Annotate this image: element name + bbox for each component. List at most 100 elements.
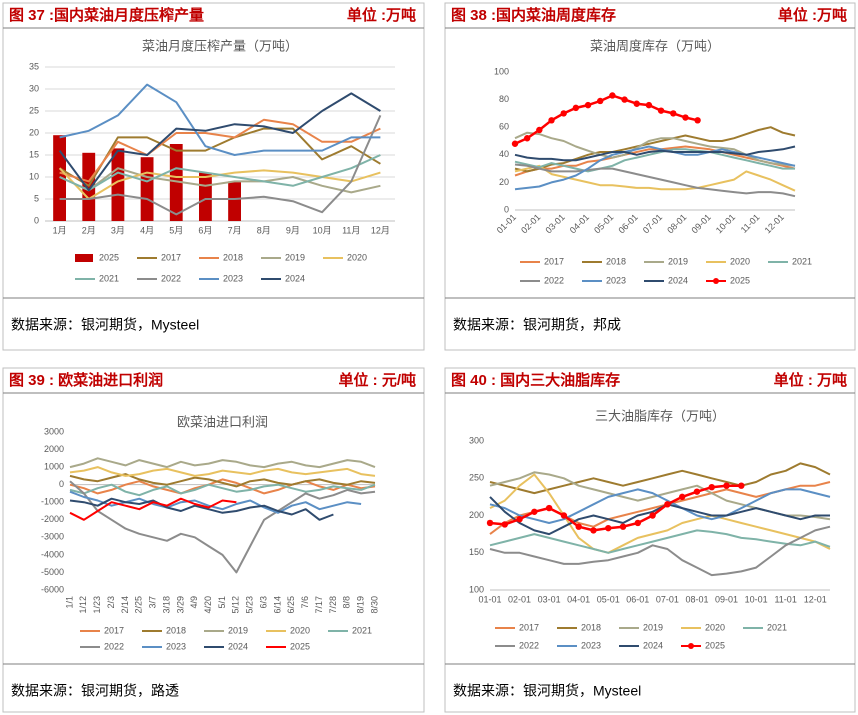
x-tick-label: 05-01 — [597, 594, 620, 604]
series-line — [69, 483, 376, 497]
x-tick-label: 08-01 — [665, 212, 688, 235]
bar — [199, 172, 212, 221]
panel — [444, 367, 856, 713]
series-marker — [560, 110, 567, 117]
bar — [82, 152, 96, 221]
series-line — [58, 92, 381, 192]
x-tick-label: 7/17 — [314, 596, 324, 614]
x-tick-label: 07-01 — [641, 212, 664, 235]
series-marker — [678, 493, 686, 501]
x-tick-label: 3/7 — [148, 596, 158, 609]
series-line — [514, 94, 698, 145]
series-marker — [486, 519, 494, 527]
legend-label: 2024 — [668, 275, 688, 285]
series-marker — [723, 482, 730, 489]
x-tick-label: 03-01 — [543, 212, 566, 235]
legend-label: 2017 — [104, 625, 124, 635]
legend-label: 2021 — [99, 273, 119, 283]
legend-marker — [688, 643, 694, 649]
series-line — [69, 497, 237, 521]
y-tick-label: 10 — [29, 171, 39, 181]
legend-label: 2024 — [228, 641, 248, 651]
legend-label: 2025 — [99, 252, 119, 262]
x-tick-label: 04-01 — [568, 212, 591, 235]
x-tick-label: 7/28 — [328, 596, 338, 614]
y-tick-label: -5000 — [41, 567, 64, 577]
series-marker — [634, 519, 642, 527]
legend-label: 2023 — [223, 273, 243, 283]
x-tick-label: 1/1 — [64, 596, 74, 609]
series-line — [514, 163, 796, 198]
panel-unit: 单位 : 万吨 — [774, 371, 847, 389]
x-tick-label: 4月 — [140, 225, 154, 235]
legend-label: 2019 — [668, 256, 688, 266]
x-tick-label: 1/12 — [78, 596, 88, 614]
x-tick-label: 3/18 — [161, 596, 171, 614]
x-tick-label: 11-01 — [774, 594, 796, 604]
panel-title: 图 40 : 国内三大油脂库存 — [451, 371, 620, 389]
series-marker — [597, 97, 604, 105]
series-line — [69, 457, 376, 469]
series-marker — [694, 117, 701, 124]
x-tick-label: 2/14 — [120, 596, 130, 614]
series-marker — [682, 114, 689, 121]
x-tick-label: 5/1 — [217, 596, 227, 609]
series-line — [69, 497, 334, 521]
x-tick-label: 10-01 — [714, 212, 737, 235]
x-tick-label: 01-01 — [495, 212, 518, 235]
series-marker — [531, 508, 538, 515]
series-line — [69, 466, 376, 477]
y-tick-label: -1000 — [41, 497, 64, 507]
x-tick-label: 5/23 — [245, 596, 255, 614]
panel-title: 图 38 :国内菜油周度库存 — [451, 6, 616, 24]
panel — [2, 2, 425, 351]
legend-label: 2020 — [705, 622, 725, 632]
series-line — [69, 480, 376, 574]
y-tick-label: -4000 — [41, 549, 64, 559]
x-tick-label: 09-01 — [715, 594, 738, 604]
legend-label: 2023 — [166, 641, 186, 651]
series-marker — [609, 92, 616, 99]
y-tick-label: 150 — [469, 547, 484, 557]
x-tick-label: 12-01 — [804, 594, 827, 604]
bar — [140, 157, 154, 221]
series-line — [514, 148, 795, 173]
bar — [169, 144, 183, 221]
x-tick-label: 6月 — [198, 225, 212, 235]
series-marker — [657, 107, 665, 114]
series-line — [489, 473, 831, 554]
legend-label: 2021 — [792, 256, 812, 266]
legend-label: 2025 — [730, 275, 750, 285]
x-tick-label: 08-01 — [685, 594, 708, 604]
x-tick-label: 8/8 — [342, 596, 352, 609]
legend-label: 2019 — [643, 622, 663, 632]
series-marker — [501, 521, 508, 528]
legend-label: 2021 — [767, 622, 787, 632]
series-marker — [523, 135, 531, 142]
x-tick-label: 1月 — [53, 225, 67, 235]
series-marker — [633, 100, 640, 107]
bar — [111, 148, 125, 221]
series-line — [489, 529, 831, 554]
series-line — [59, 114, 382, 216]
source: 数据来源：银河期货，路透 — [11, 683, 179, 699]
series-line — [489, 462, 831, 495]
y-tick-label: 20 — [29, 127, 39, 137]
legend-label: 2017 — [161, 252, 181, 262]
x-tick-label: 6/25 — [286, 596, 296, 614]
source: 数据来源：银河期货，Mysteel — [11, 317, 199, 333]
x-tick-label: 2/3 — [106, 596, 116, 609]
y-tick-label: 15 — [29, 149, 39, 159]
series-marker — [516, 516, 523, 523]
x-tick-label: 06-01 — [616, 212, 639, 235]
series-line — [489, 496, 830, 536]
series-marker — [708, 483, 715, 491]
x-tick-label: 7/6 — [300, 596, 310, 609]
series-marker — [738, 482, 745, 489]
y-tick-label: 250 — [469, 473, 484, 483]
y-tick-label: 60 — [499, 122, 509, 132]
series-marker — [693, 488, 701, 495]
legend-label: 2020 — [347, 252, 367, 262]
legend-label: 2018 — [606, 256, 626, 266]
x-tick-label: 4/20 — [203, 596, 213, 614]
